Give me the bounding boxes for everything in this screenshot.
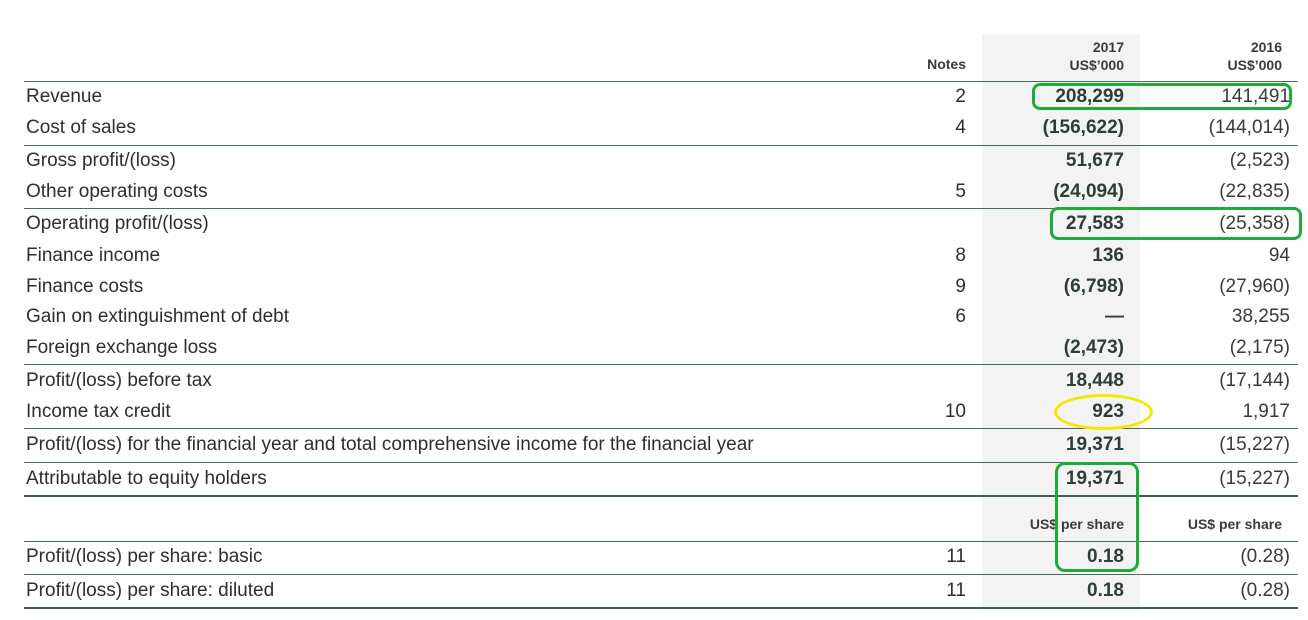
notes-header: Notes xyxy=(927,56,966,72)
value-2016: (2,523) xyxy=(1229,150,1290,171)
row-label: Finance costs xyxy=(26,276,144,297)
table-row: Revenue 2 208,299 141,491 xyxy=(0,81,1308,111)
row-label: Profit/(loss) per share: basic xyxy=(26,546,263,567)
row-rule xyxy=(24,462,1298,463)
value-2016: 94 xyxy=(1268,245,1290,266)
table-row: Operating profit/(loss) 27,583 (25,358) xyxy=(0,208,1308,238)
value-2017: 0.18 xyxy=(1087,546,1124,567)
value-2017: (6,798) xyxy=(1063,276,1124,297)
row-rule xyxy=(24,145,1298,146)
value-2017: (156,622) xyxy=(1042,117,1124,138)
value-2017: 0.18 xyxy=(1087,580,1124,601)
value-2016: 1,917 xyxy=(1242,401,1290,422)
value-2016: 38,255 xyxy=(1231,306,1290,327)
row-rule xyxy=(24,574,1298,575)
row-rule xyxy=(24,364,1298,365)
header-2017: 2017 US$’000 xyxy=(1000,38,1124,74)
table-row: Profit/(loss) before tax 18,448 (17,144) xyxy=(0,365,1308,395)
row-note: 10 xyxy=(944,401,966,422)
row-label: Other operating costs xyxy=(26,181,208,202)
value-2017: 136 xyxy=(1092,245,1124,266)
value-2016: (27,960) xyxy=(1219,276,1290,297)
value-2016: (0.28) xyxy=(1240,546,1290,567)
row-label: Profit/(loss) per share: diluted xyxy=(26,580,275,601)
table-row: Finance income 8 136 94 xyxy=(0,240,1308,270)
row-label: Revenue xyxy=(26,86,103,107)
header-rule xyxy=(24,81,1298,82)
row-label: Gross profit/(loss) xyxy=(26,150,176,171)
value-2016: (2,175) xyxy=(1229,337,1290,358)
row-rule xyxy=(24,428,1298,429)
row-note: 11 xyxy=(946,580,966,601)
value-2016: (144,014) xyxy=(1208,117,1290,138)
row-label: Gain on extinguishment of debt xyxy=(26,306,290,327)
row-note: 11 xyxy=(946,546,966,567)
value-2016: (17,144) xyxy=(1219,370,1290,391)
table-row: Income tax credit 10 923 1,917 xyxy=(0,396,1308,426)
value-2016: (25,358) xyxy=(1219,213,1290,234)
value-2017: (24,094) xyxy=(1053,181,1124,202)
row-label: Operating profit/(loss) xyxy=(26,213,209,234)
value-2017: 19,371 xyxy=(1065,434,1124,455)
row-rule xyxy=(24,208,1298,209)
unit-2017: US$’000 xyxy=(1069,57,1124,73)
table-row: Gross profit/(loss) 51,677 (2,523) xyxy=(0,145,1308,175)
value-2017: (2,473) xyxy=(1063,337,1124,358)
column-2017-shade xyxy=(982,34,1140,610)
value-2017: 19,371 xyxy=(1065,468,1124,489)
row-label: Profit/(loss) before tax xyxy=(26,370,212,391)
value-2017: 18,448 xyxy=(1065,370,1124,391)
value-2017: 27,583 xyxy=(1065,213,1124,234)
value-2016: (22,835) xyxy=(1219,181,1290,202)
bottom-rule xyxy=(24,607,1298,609)
table-row: Foreign exchange loss (2,473) (2,175) xyxy=(0,332,1308,362)
table-row: Other operating costs 5 (24,094) (22,835… xyxy=(0,176,1308,206)
row-note: 2 xyxy=(955,86,966,107)
row-note: 6 xyxy=(955,306,966,327)
table-row: Attributable to equity holders 19,371 (1… xyxy=(0,463,1308,493)
row-label: Attributable to equity holders xyxy=(26,468,267,489)
value-2016: (15,227) xyxy=(1219,434,1290,455)
section-rule xyxy=(24,495,1298,497)
table-row: Cost of sales 4 (156,622) (144,014) xyxy=(0,112,1308,142)
table-row: Gain on extinguishment of debt 6 — 38,25… xyxy=(0,301,1308,331)
table-row: Profit/(loss) for the financial year and… xyxy=(0,429,1308,459)
row-label: Income tax credit xyxy=(26,401,171,422)
value-2016: (0.28) xyxy=(1240,580,1290,601)
per-share-header-2016: US$ per share xyxy=(1187,516,1282,532)
row-label: Foreign exchange loss xyxy=(26,337,218,358)
per-share-header-2017: US$ per share xyxy=(1029,516,1124,532)
value-2017: — xyxy=(1105,306,1124,327)
unit-2016: US$’000 xyxy=(1227,57,1282,73)
value-2017: 923 xyxy=(1092,401,1124,422)
row-note: 5 xyxy=(955,181,966,202)
table-row: Profit/(loss) per share: basic 11 0.18 (… xyxy=(0,541,1308,571)
header-2016: 2016 US$’000 xyxy=(1150,38,1282,74)
year-2017: 2017 xyxy=(1092,39,1124,55)
value-2016: 141,491 xyxy=(1221,86,1290,107)
per-share-rule xyxy=(24,541,1298,542)
value-2016: (15,227) xyxy=(1219,468,1290,489)
row-label: Cost of sales xyxy=(26,117,136,138)
year-2016: 2016 xyxy=(1250,39,1282,55)
row-note: 8 xyxy=(955,245,966,266)
row-note: 4 xyxy=(955,117,966,138)
row-note: 9 xyxy=(955,276,966,297)
table-row: Profit/(loss) per share: diluted 11 0.18… xyxy=(0,575,1308,605)
value-2017: 51,677 xyxy=(1065,150,1124,171)
row-label: Finance income xyxy=(26,245,161,266)
value-2017: 208,299 xyxy=(1055,86,1124,107)
table-row: Finance costs 9 (6,798) (27,960) xyxy=(0,271,1308,301)
row-label: Profit/(loss) for the financial year and… xyxy=(26,434,754,455)
